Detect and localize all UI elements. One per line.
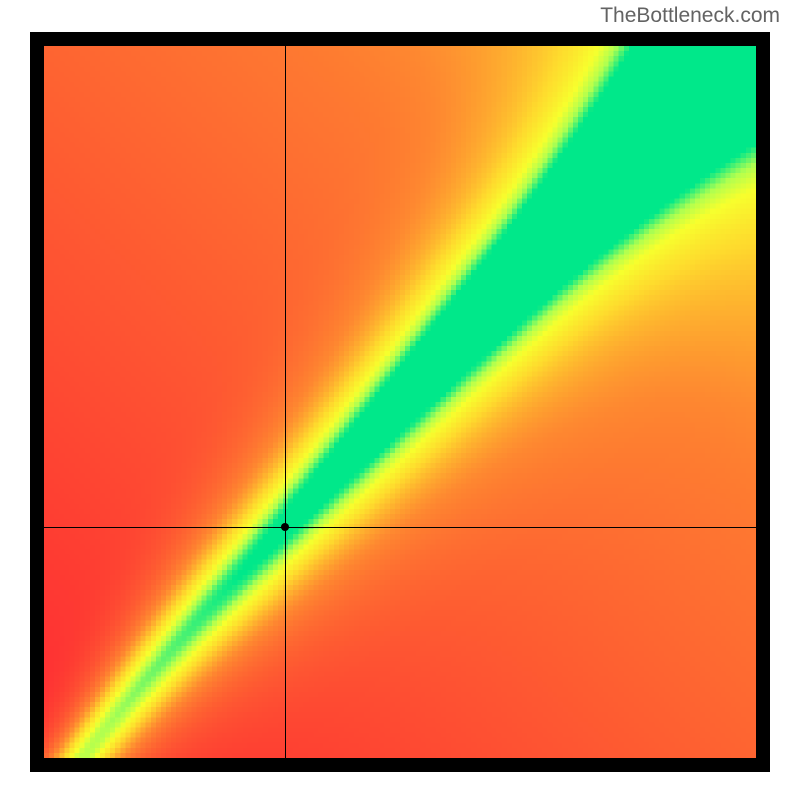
crosshair-vertical — [285, 46, 286, 758]
crosshair-marker — [281, 523, 289, 531]
heatmap-plot-area — [44, 46, 756, 758]
crosshair-horizontal — [44, 527, 756, 528]
heatmap-canvas — [44, 46, 756, 758]
plot-outer-frame — [30, 32, 770, 772]
watermark-text: TheBottleneck.com — [600, 4, 780, 28]
